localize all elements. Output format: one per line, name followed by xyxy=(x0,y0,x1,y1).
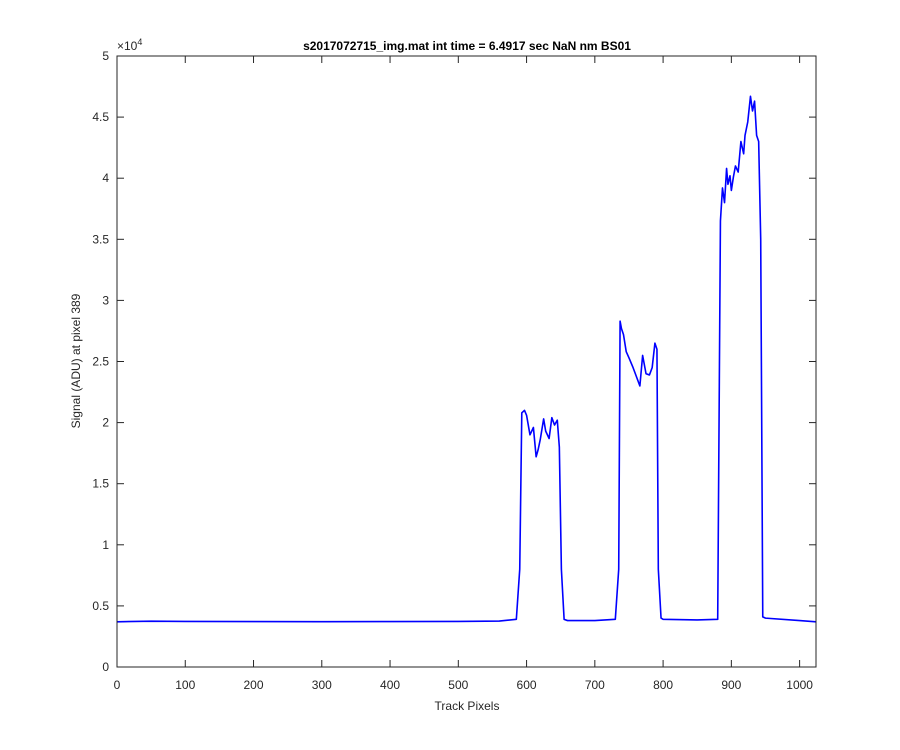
series-layer xyxy=(116,95,817,623)
y-axis-exponent-power: 4 xyxy=(137,37,142,47)
y-axis-exponent-base: ×10 xyxy=(117,39,138,53)
x-tick-label: 900 xyxy=(721,678,741,692)
y-axis: 0 0.5 1 1.5 2 2.5 3 3.5 4 4.5 5 xyxy=(92,49,816,674)
x-tick-label: 800 xyxy=(653,678,673,692)
y-tick-label: 2.5 xyxy=(92,355,109,369)
x-tick-label: 700 xyxy=(585,678,605,692)
x-tick-label: 300 xyxy=(312,678,332,692)
x-tick-label: 400 xyxy=(380,678,400,692)
y-tick-label: 4.5 xyxy=(92,110,109,124)
x-tick-label: 1000 xyxy=(786,678,813,692)
y-tick-label: 5 xyxy=(102,49,109,63)
y-tick-label: 2 xyxy=(102,416,109,430)
x-tick-label: 500 xyxy=(448,678,468,692)
x-axis-label: Track Pixels xyxy=(435,699,500,713)
x-tick-label: 600 xyxy=(517,678,537,692)
y-axis-exponent: ×104 xyxy=(117,37,142,53)
y-tick-label: 1 xyxy=(102,538,109,552)
x-tick-label: 100 xyxy=(175,678,195,692)
x-axis: 0 100 200 300 400 500 600 700 800 900 1000 xyxy=(114,56,813,692)
y-tick-label: 1.5 xyxy=(92,477,109,491)
y-tick-label: 4 xyxy=(102,171,109,185)
chart-title: s2017072715_img.mat int time = 6.4917 se… xyxy=(303,39,631,53)
x-tick-label: 200 xyxy=(244,678,264,692)
x-tick-label: 0 xyxy=(114,678,121,692)
y-tick-label: 0 xyxy=(102,660,109,674)
y-tick-label: 3.5 xyxy=(92,232,109,246)
y-tick-label: 0.5 xyxy=(92,599,109,613)
y-tick-label: 3 xyxy=(102,293,109,307)
series-line-0 xyxy=(116,95,817,623)
y-axis-label: Signal (ADU) at pixel 389 xyxy=(69,293,83,428)
